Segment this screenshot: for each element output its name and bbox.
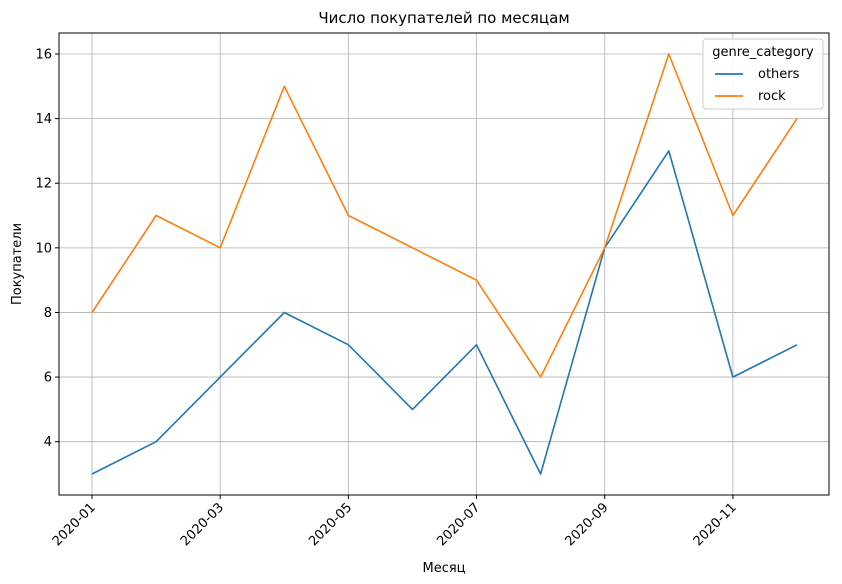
y-tick-label: 6 [44,371,52,386]
x-tick-label: 2020-03 [178,500,227,549]
plot-frame [58,32,830,496]
y-tick-label: 8 [44,306,52,321]
series-line-rock [91,53,798,378]
legend-box [702,38,824,110]
x-tick-label: 2020-11 [691,500,740,549]
x-axis-ticks: 2020-01 2020-03 2020-05 2020-07 2020-09 2020-… [50,495,740,549]
x-tick-label: 2020-01 [50,500,99,549]
series-layer [91,53,798,475]
legend-label-others: others [758,67,800,82]
y-axis-label: Покупатели [10,223,25,305]
series-line-others [91,150,798,475]
y-tick-label: 16 [35,48,52,63]
x-tick-label: 2020-09 [563,500,612,549]
legend-label-rock: rock [758,89,786,104]
x-tick-label: 2020-05 [306,500,355,549]
y-tick-label: 4 [44,435,52,450]
y-tick-label: 10 [35,241,52,256]
y-axis-ticks: 4 6 8 10 12 14 16 [35,48,59,450]
chart-title: Число покупателей по месяцам [318,9,569,27]
legend-title: genre_category [712,45,814,60]
y-tick-label: 12 [35,177,52,192]
x-axis-label: Месяц [422,561,465,576]
x-tick-label: 2020-07 [434,500,483,549]
y-tick-label: 14 [35,112,52,127]
